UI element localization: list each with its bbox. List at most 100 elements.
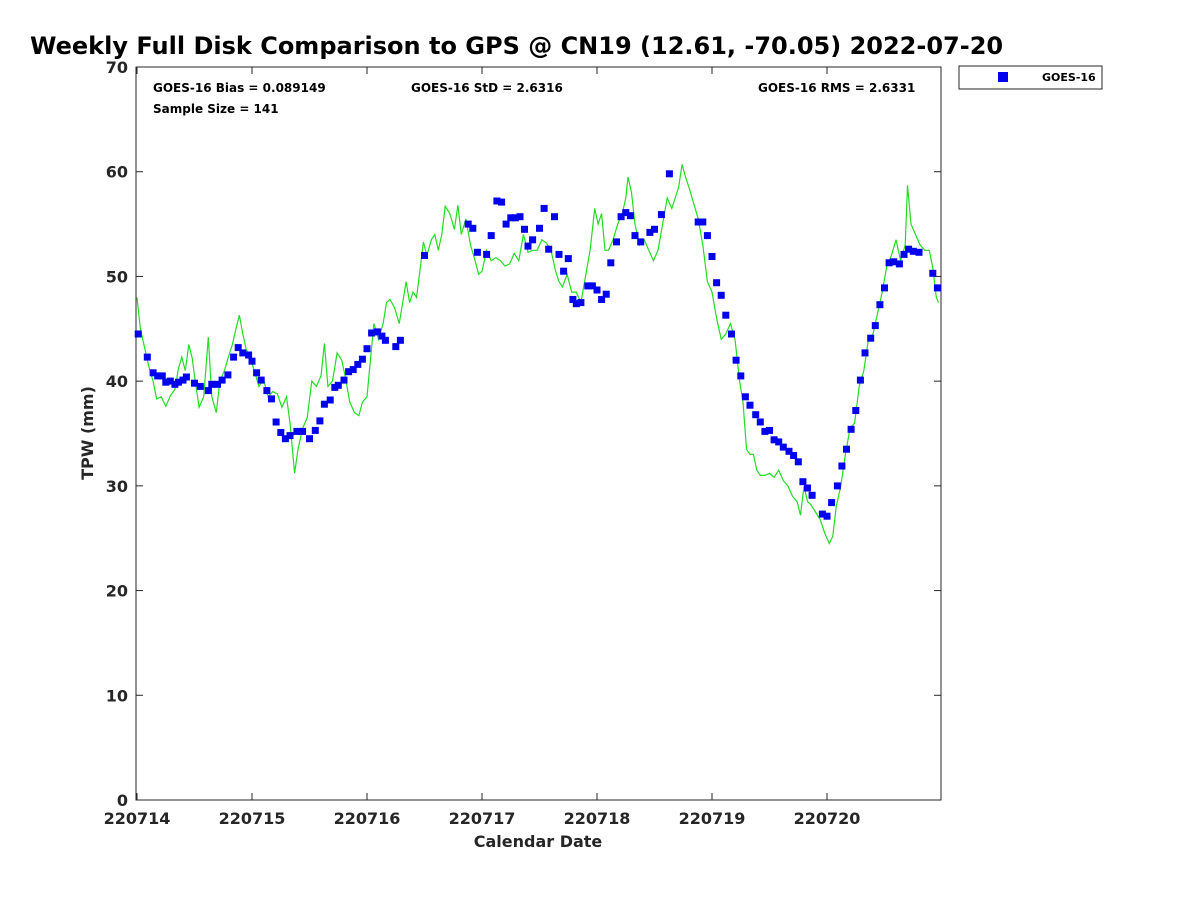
goes16-point xyxy=(253,369,261,377)
goes16-point xyxy=(545,245,553,253)
series-marker-layer xyxy=(134,170,941,520)
y-tick-label: 30 xyxy=(106,477,128,496)
goes16-point xyxy=(345,368,353,376)
x-tick-label: 220719 xyxy=(679,809,746,828)
plot-area-frame xyxy=(135,66,942,801)
goes16-point xyxy=(306,435,313,443)
legend: GOES-16 xyxy=(958,65,1103,90)
goes16-point xyxy=(381,336,389,344)
goes16-point xyxy=(703,232,711,240)
goes16-point xyxy=(607,259,615,267)
goes16-point xyxy=(368,329,376,337)
goes16-point xyxy=(483,250,491,258)
stat-bias: GOES-16 Bias = 0.089149 xyxy=(153,81,326,95)
goes16-point xyxy=(657,211,665,219)
goes16-point xyxy=(881,284,888,292)
goes16-point xyxy=(134,330,142,338)
goes16-point xyxy=(320,400,328,408)
goes16-point xyxy=(713,279,721,287)
goes16-point xyxy=(154,372,162,380)
goes16-point xyxy=(536,224,543,232)
goes16-point xyxy=(234,344,242,352)
goes16-point xyxy=(166,377,174,385)
goes16-point xyxy=(551,213,558,221)
goes16-point xyxy=(196,382,204,390)
goes16-point xyxy=(852,407,860,414)
goes16-point xyxy=(775,438,783,446)
stat-sample-size: Sample Size = 141 xyxy=(153,102,279,116)
goes16-point xyxy=(779,443,787,451)
goes16-point xyxy=(363,345,371,353)
goes16-point xyxy=(799,478,807,486)
goes16-point xyxy=(524,242,532,250)
goes16-point xyxy=(651,225,658,233)
goes16-point xyxy=(464,220,472,228)
goes16-point xyxy=(340,376,348,384)
y-axis: 0 10 20 30 40 50 60 70 xyxy=(106,58,941,810)
goes16-point xyxy=(469,224,477,232)
goes16-point xyxy=(349,366,357,374)
goes16-point xyxy=(808,491,816,499)
goes16-point xyxy=(248,357,256,365)
goes16-point xyxy=(867,334,875,342)
goes16-point xyxy=(613,238,620,246)
goes16-point xyxy=(861,349,869,357)
goes16-point xyxy=(208,380,216,388)
goes16-point xyxy=(277,429,285,436)
goes16-point xyxy=(737,372,745,380)
goes16-point xyxy=(856,376,864,384)
goes16-point xyxy=(823,512,831,520)
goes16-point xyxy=(933,284,941,292)
goes16-point xyxy=(511,214,519,222)
goes16-point xyxy=(905,245,913,253)
goes16-point xyxy=(143,353,151,361)
goes16-point xyxy=(746,401,754,409)
goes16-point xyxy=(498,198,506,206)
goes16-point xyxy=(818,510,826,518)
goes16-point xyxy=(708,253,716,260)
goes16-point xyxy=(516,213,524,221)
goes16-point xyxy=(268,395,275,403)
goes16-point xyxy=(699,218,707,226)
x-tick-label: 220714 xyxy=(104,809,171,828)
goes16-point xyxy=(631,232,639,240)
series-line-layer xyxy=(136,164,940,545)
goes16-point xyxy=(602,290,610,298)
goes16-point xyxy=(722,311,730,319)
y-tick-label: 20 xyxy=(106,582,128,601)
y-axis-label: TPW (mm) xyxy=(78,386,97,480)
goes16-point xyxy=(843,445,850,453)
goes16-point xyxy=(334,381,342,389)
goes16-point xyxy=(909,247,917,255)
goes16-point xyxy=(529,236,537,244)
goes16-point xyxy=(257,376,265,384)
goes16-point xyxy=(230,353,238,361)
goes16-point xyxy=(316,417,324,425)
goes16-point xyxy=(245,351,253,359)
goes16-point xyxy=(214,380,221,388)
goes16-point xyxy=(761,427,769,435)
goes16-point xyxy=(728,330,735,338)
goes16-point xyxy=(626,212,634,220)
goes16-point xyxy=(794,458,802,466)
gps-series-line xyxy=(136,164,940,545)
stat-rms: GOES-16 RMS = 2.6331 xyxy=(758,81,915,95)
goes16-point xyxy=(838,462,846,470)
goes16-point xyxy=(326,396,334,404)
goes16-point xyxy=(833,482,841,490)
goes16-point xyxy=(149,369,157,377)
goes16-point xyxy=(555,250,563,258)
legend-marker xyxy=(998,72,1008,82)
goes16-point xyxy=(577,299,585,307)
y-tick-label: 40 xyxy=(106,372,128,391)
goes16-point xyxy=(929,269,937,277)
goes16-point xyxy=(584,282,592,290)
goes16-point xyxy=(717,291,725,299)
goes16-point xyxy=(828,499,836,507)
goes16-point xyxy=(646,228,654,236)
goes16-point xyxy=(598,296,606,303)
goes16-point xyxy=(617,213,625,221)
x-tick-label: 220718 xyxy=(564,809,631,828)
